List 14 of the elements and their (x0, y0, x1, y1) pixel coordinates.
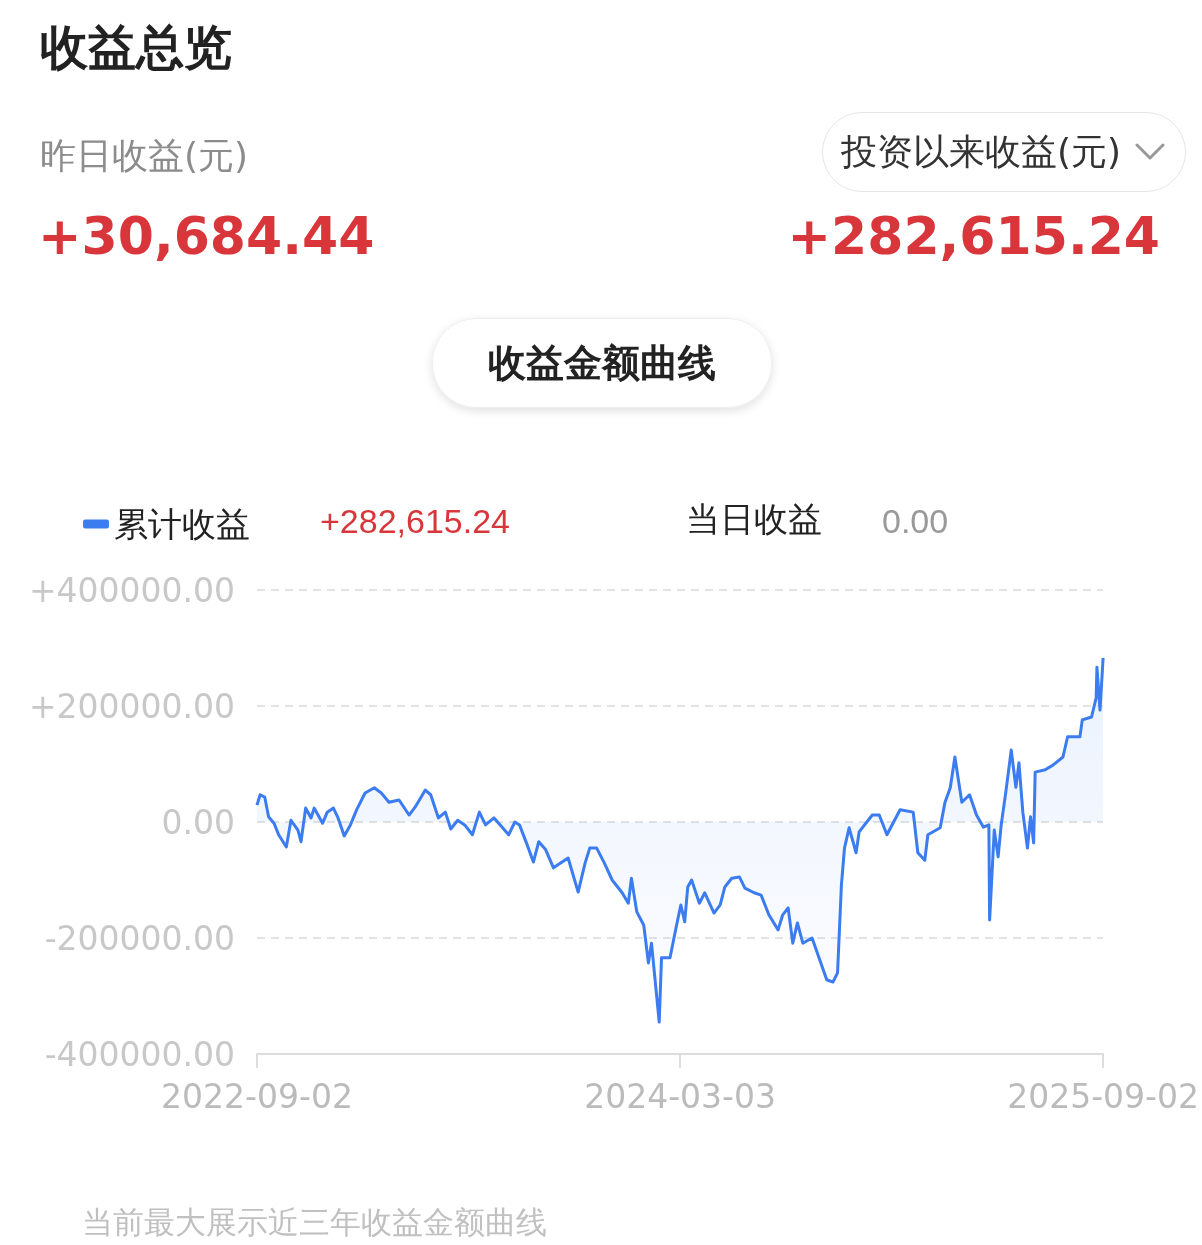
text: 收益金额曲线 (432, 318, 772, 408)
text: 昨日收益(元) (40, 134, 249, 178)
x-tick-label: 2022-09-02 (161, 1077, 353, 1116)
text: 0.00 (882, 502, 949, 540)
chart-title: 收益总览 (40, 18, 232, 77)
text: 投资以来收益(元) (840, 129, 1121, 174)
text: +282,615.24 (787, 206, 1160, 266)
x-tick-label: 2024-03-03 (584, 1077, 776, 1116)
text: 当日收益 (686, 500, 822, 538)
text: +30,684.44 (38, 206, 375, 266)
x-tick-label: 2025-09-02 (1007, 1077, 1199, 1116)
legend-label: 累计收益 (114, 504, 250, 544)
text: 当前最大展示近三年收益金额曲线 (82, 1203, 547, 1242)
text: +282,615.24 (320, 502, 511, 540)
